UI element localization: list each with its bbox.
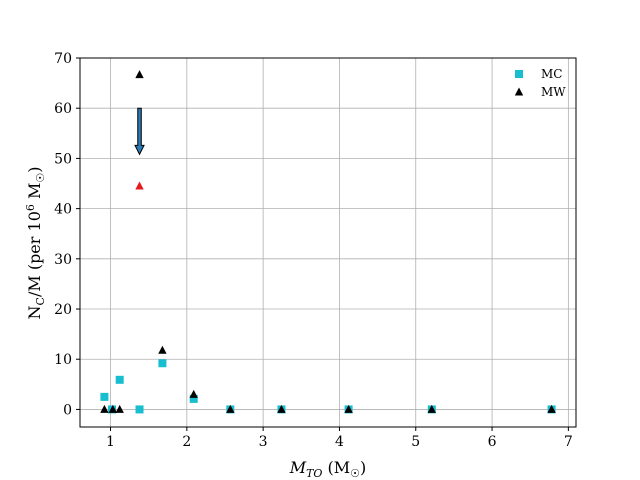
mw-point [547,404,556,413]
x-tick-label: 1 [106,434,115,450]
mw-point [115,404,124,413]
legend-label-mc: MC [541,67,562,81]
x-tick-label: 3 [259,434,268,450]
y-tick-label: 10 [54,352,72,368]
y-tick-label: 60 [54,101,72,117]
x-tick-label: 2 [182,434,191,450]
grid-lines [80,57,576,427]
highlight-point [135,181,144,190]
legend-label-mw: MW [541,85,566,99]
mc-point [158,359,167,368]
mc-point [115,375,124,384]
legend: MC MW [514,67,566,99]
mw-point [344,404,353,413]
x-axis-ticks: 1 2 3 4 5 6 7 [106,427,573,450]
data-points [100,70,556,414]
mw-point [100,404,109,413]
y-tick-label: 20 [54,302,72,318]
y-axis-ticks: 0 10 20 30 40 50 60 70 [54,51,80,418]
legend-marker-mc [515,70,523,78]
x-tick-label: 5 [411,434,420,450]
x-axis-label: MTO (M☉) [289,458,367,480]
mw-point [135,70,144,79]
mw-point [277,404,286,413]
mw-point [427,404,436,413]
mw-point [108,404,118,413]
down-arrow [134,107,145,156]
legend-marker-mw [514,87,524,96]
mc-point [189,394,198,403]
mc-point [100,392,109,401]
y-tick-label: 50 [54,151,72,167]
arrows [134,107,145,156]
x-tick-label: 7 [564,434,573,450]
mw-point [189,389,198,398]
x-tick-label: 4 [335,434,344,450]
x-tick-label: 6 [488,434,497,450]
mw-point [158,345,167,354]
y-tick-label: 40 [54,202,72,218]
mw-point [226,404,235,413]
plot-area [79,57,577,428]
y-tick-label: 30 [54,252,72,268]
mc-point [135,405,144,414]
y-axis-label: NC/M (per 106 M☉) [24,167,47,320]
y-tick-label: 70 [54,51,72,67]
y-tick-label: 0 [63,402,72,418]
